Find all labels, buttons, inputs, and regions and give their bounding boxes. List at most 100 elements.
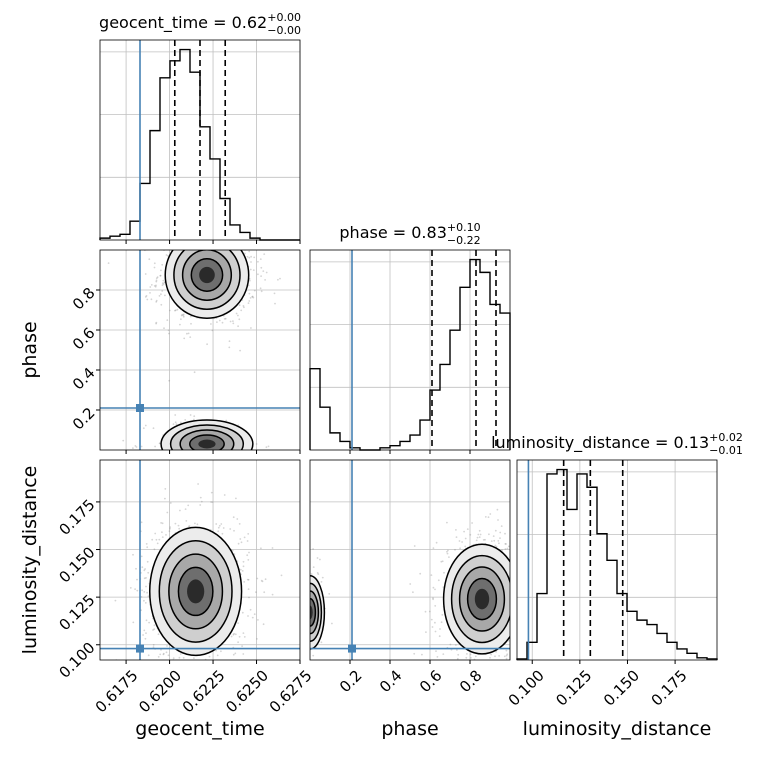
sample-point (192, 451, 194, 453)
sample-point (242, 632, 245, 634)
sample-point (279, 277, 281, 280)
sample-point (210, 462, 212, 464)
sample-point (182, 454, 184, 456)
sample-point (300, 627, 302, 629)
sample-point (189, 234, 191, 236)
sample-point (245, 469, 247, 471)
sample-point (301, 642, 303, 644)
contour-line (168, 553, 224, 630)
sample-point (221, 532, 224, 535)
sample-point (145, 543, 148, 545)
sample-point (447, 549, 449, 552)
sample-point (165, 651, 168, 654)
sample-point (153, 285, 156, 287)
sample-point (172, 423, 175, 425)
sample-point (206, 670, 208, 672)
sample-point (222, 235, 224, 237)
sample-point (177, 524, 180, 527)
sample-point (515, 623, 517, 625)
sample-point (290, 632, 292, 634)
sample-point (308, 595, 310, 597)
panel-frame (516, 459, 718, 661)
sample-point (307, 611, 309, 613)
sample-point (192, 452, 194, 454)
sample-point (161, 536, 164, 538)
density-level (199, 266, 215, 284)
sample-point (498, 662, 500, 664)
sample-point (518, 583, 520, 585)
sample-point (493, 677, 495, 679)
sample-point (143, 629, 146, 632)
sample-point (217, 245, 219, 247)
sample-point (306, 651, 308, 653)
sample-point (229, 528, 232, 530)
sample-point (200, 500, 203, 503)
sample-point (166, 645, 168, 647)
sample-point (135, 446, 138, 448)
sample-point (227, 244, 229, 246)
sample-point (217, 461, 219, 463)
sample-point (192, 244, 194, 246)
contour-line (179, 429, 235, 450)
sample-point (150, 284, 153, 286)
sample-point (231, 549, 234, 552)
sample-point (250, 261, 252, 263)
contour-line (177, 566, 214, 617)
sample-point (181, 214, 183, 216)
sample-point (242, 305, 245, 307)
sample-point (237, 641, 240, 644)
sample-point (501, 698, 503, 700)
sample-point (303, 602, 305, 604)
sample-point (237, 325, 240, 328)
sample-point (153, 548, 156, 551)
sample-point (308, 584, 310, 586)
sample-point (152, 629, 154, 631)
y-tick-label: 0.6 (69, 324, 99, 354)
sample-point (474, 655, 477, 658)
sample-point (199, 504, 202, 506)
sample-point (305, 613, 307, 615)
sample-point (331, 622, 333, 625)
sample-point (224, 465, 226, 467)
sample-point (174, 414, 177, 416)
sample-point (165, 254, 168, 256)
sample-point (187, 238, 189, 240)
sample-point (181, 462, 183, 464)
sample-point (196, 523, 199, 526)
sample-point (208, 234, 210, 236)
sample-point (296, 602, 298, 604)
sample-point (251, 295, 254, 298)
sample-point (261, 580, 264, 583)
sample-point (502, 662, 504, 664)
sample-point (510, 612, 512, 614)
sample-point (293, 562, 295, 564)
sample-point (301, 617, 303, 619)
sample-point (491, 668, 493, 670)
sample-point (308, 648, 310, 650)
sample-point (494, 667, 496, 669)
sample-point (223, 241, 225, 243)
x-tick-label: 0.6225 (179, 666, 229, 716)
sample-point (167, 654, 170, 657)
sample-point (197, 236, 199, 238)
sample-point (524, 526, 526, 528)
sample-point (187, 332, 190, 335)
sample-point (525, 538, 527, 540)
sample-point (182, 315, 185, 318)
sample-point (454, 664, 456, 666)
sample-point (328, 593, 331, 595)
sample-point (242, 653, 245, 655)
sample-point (188, 525, 191, 527)
sample-point (307, 629, 309, 631)
sample-point (271, 593, 274, 596)
sample-point (503, 655, 506, 658)
sample-point (301, 606, 303, 608)
sample-point (259, 224, 261, 226)
sample-point (211, 224, 213, 226)
sample-point (320, 641, 323, 644)
sample-point (482, 539, 485, 541)
sample-point (312, 667, 314, 669)
sample-point (220, 650, 222, 653)
sample-point (214, 238, 216, 240)
sample-point (303, 606, 305, 608)
